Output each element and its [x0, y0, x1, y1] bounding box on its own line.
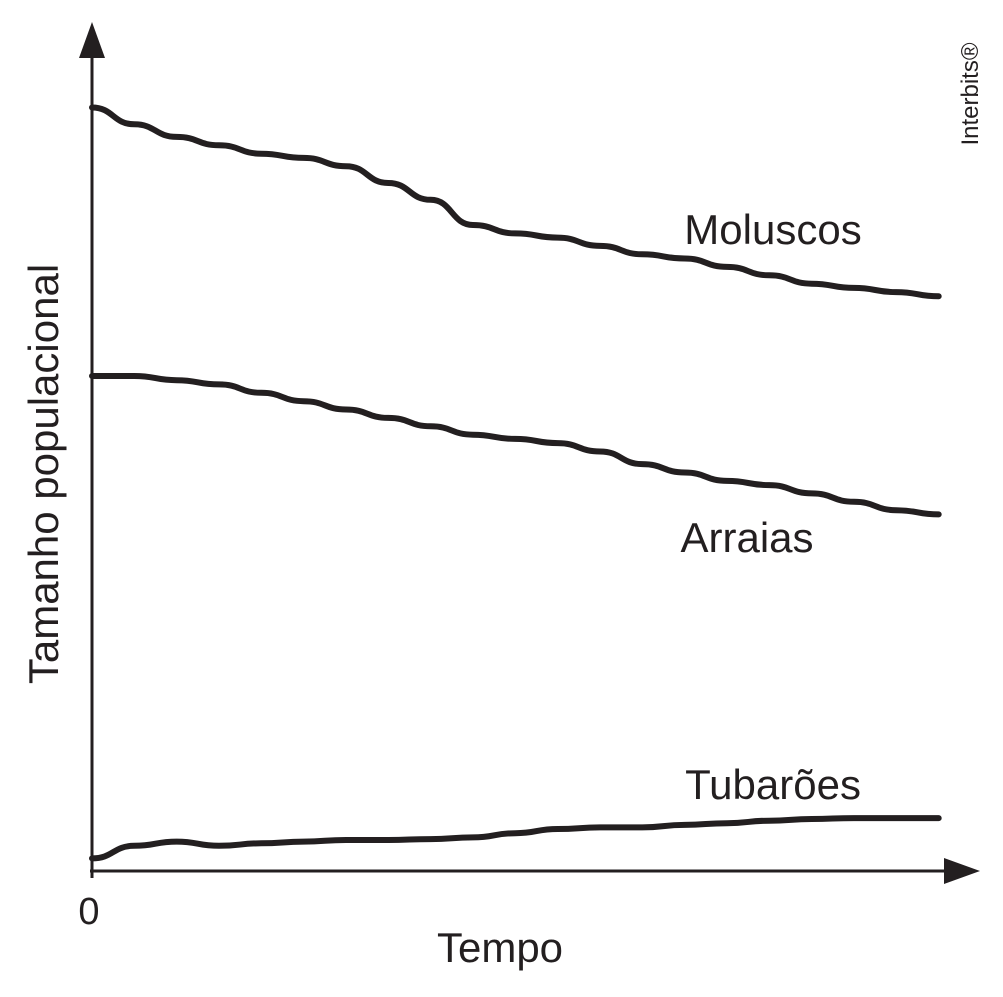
watermark-text: Interbits®	[957, 42, 984, 145]
series-label-moluscos: Moluscos	[684, 206, 861, 253]
y-axis-label: Tamanho populacional	[20, 264, 67, 684]
axes	[79, 22, 980, 884]
series-layer	[89, 104, 942, 862]
x-tick-label: 0	[78, 891, 99, 933]
x-axis-label: Tempo	[437, 924, 563, 971]
y-axis-arrow-icon	[79, 22, 105, 58]
series-line-2	[89, 815, 942, 862]
series-label-tubaroes: Tubarões	[685, 761, 861, 808]
series-label-arraias: Arraias	[680, 514, 813, 561]
x-axis-arrow-icon	[944, 858, 980, 884]
series-line-0	[89, 104, 942, 300]
series-line-1	[89, 373, 942, 518]
